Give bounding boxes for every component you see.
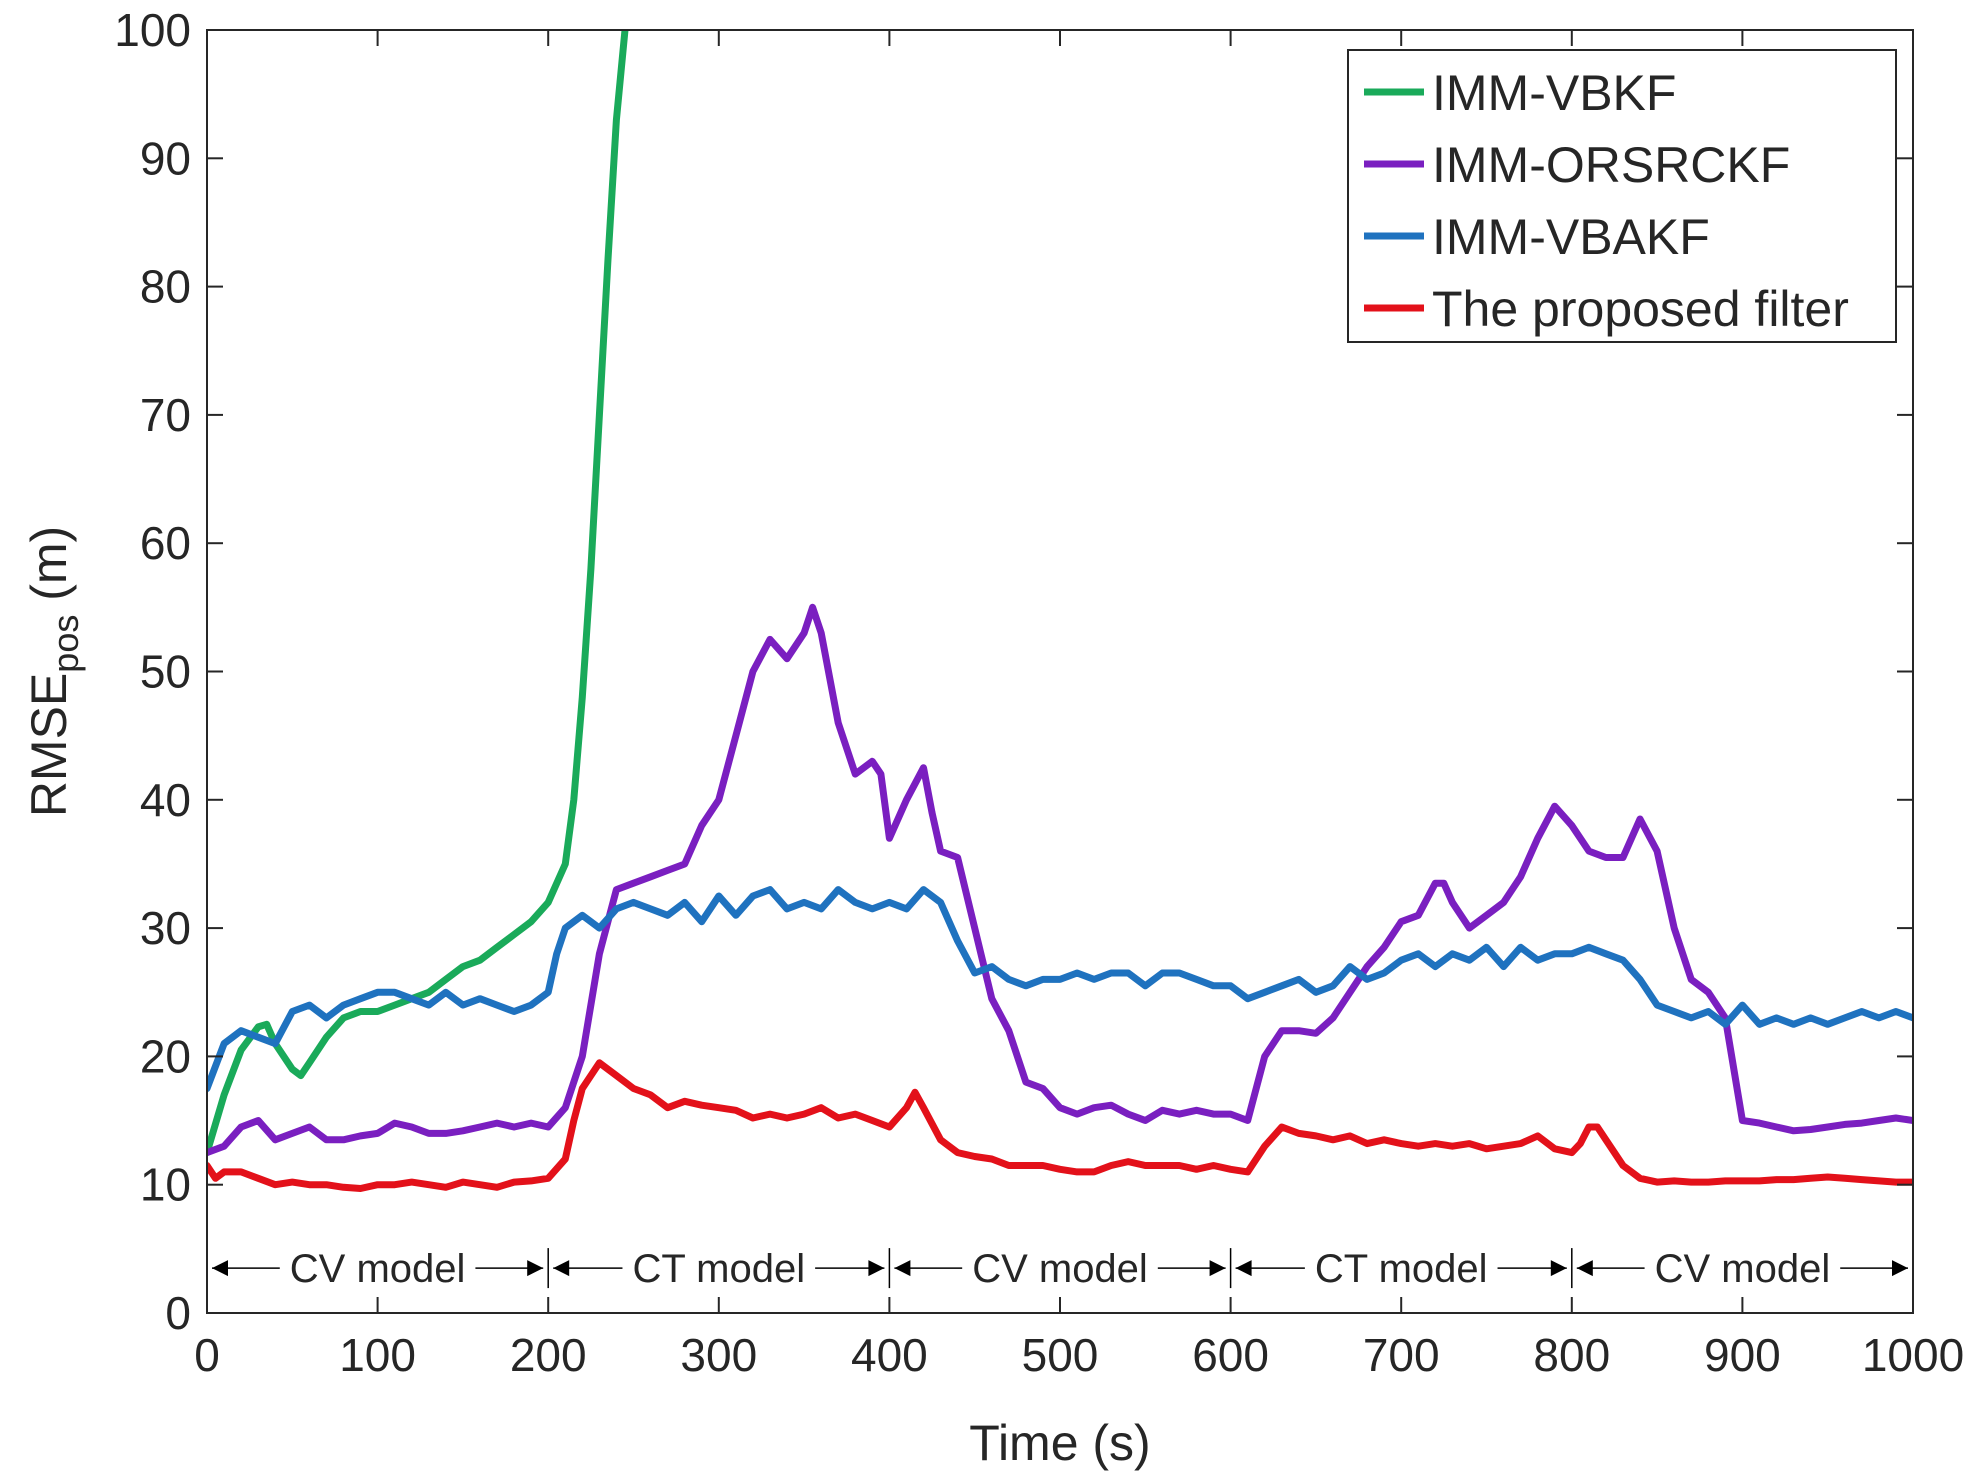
x-tick-label: 700	[1363, 1329, 1440, 1381]
legend: IMM-VBKF IMM-ORSRCKF IMM-VBAKF The proposed…	[1347, 49, 1897, 343]
segment-arrowhead-left	[212, 1260, 228, 1277]
segment-label: CV model	[972, 1247, 1148, 1291]
x-tick-label: 0	[194, 1329, 220, 1381]
segment-label: CV model	[290, 1247, 466, 1291]
series-line-1	[207, 30, 629, 1157]
y-tick-label: 0	[165, 1287, 191, 1339]
y-tick-label: 70	[140, 389, 191, 441]
y-tick-label: 10	[140, 1159, 191, 1211]
series-line-3	[207, 886, 1913, 1092]
legend-box	[1347, 49, 1897, 343]
x-tick-label: 400	[851, 1329, 928, 1381]
legend-label-1: IMM-VBKF	[1432, 65, 1676, 121]
y-tick-label: 60	[140, 517, 191, 569]
y-axis-label-subscript: pos	[45, 615, 86, 673]
segment-arrowhead-left	[553, 1260, 570, 1277]
x-tick-label: 300	[680, 1329, 757, 1381]
x-tick-label: 200	[510, 1329, 587, 1381]
series-line-2	[207, 603, 1913, 1157]
segment-arrowhead-left	[1235, 1260, 1252, 1277]
x-tick-label: 1000	[1862, 1329, 1964, 1381]
x-tick-label: 500	[1022, 1329, 1099, 1381]
x-tick-label: 900	[1704, 1329, 1781, 1381]
y-axis-label-suffix: (m)	[21, 526, 77, 615]
x-axis-label: Time (s)	[969, 1415, 1150, 1471]
series-layer	[207, 30, 1913, 1192]
y-tick-label: 20	[140, 1030, 191, 1082]
x-tick-label: 600	[1192, 1329, 1269, 1381]
tick-layer: 0 100 200 300 400 500 600 700 800 900 1000 0 10 20 30 4…	[114, 4, 1964, 1381]
y-tick-label: 40	[140, 774, 191, 826]
legend-label-2: IMM-ORSRCKF	[1432, 137, 1790, 193]
y-axis-label: RMSEpos (m)	[21, 526, 86, 817]
series-line-4	[207, 1059, 1913, 1192]
y-tick-label: 80	[140, 261, 191, 313]
legend-label-4: The proposed filter	[1432, 281, 1849, 337]
segment-arrowhead-right	[1550, 1260, 1567, 1277]
segment-arrowhead-right	[1892, 1260, 1908, 1277]
x-tick-label: 100	[339, 1329, 416, 1381]
segment-arrowhead-right	[868, 1260, 885, 1277]
annotation-layer: CV model CT model CV model CT model CV model	[212, 1247, 1908, 1291]
y-tick-label: 30	[140, 902, 191, 954]
y-tick-label: 100	[114, 4, 191, 56]
legend-label-3: IMM-VBAKF	[1432, 209, 1710, 265]
segment-arrowhead-left	[1576, 1260, 1593, 1277]
y-axis-label-main: RMSE	[21, 673, 77, 817]
segment-label: CV model	[1655, 1247, 1831, 1291]
segment-label: CT model	[1315, 1247, 1488, 1291]
segment-arrowhead-right	[1209, 1260, 1226, 1277]
x-tick-label: 800	[1533, 1329, 1610, 1381]
segment-label: CT model	[632, 1247, 805, 1291]
y-tick-label: 50	[140, 646, 191, 698]
segment-arrowhead-right	[527, 1260, 544, 1277]
y-tick-label: 90	[140, 132, 191, 184]
segment-arrowhead-left	[894, 1260, 911, 1277]
